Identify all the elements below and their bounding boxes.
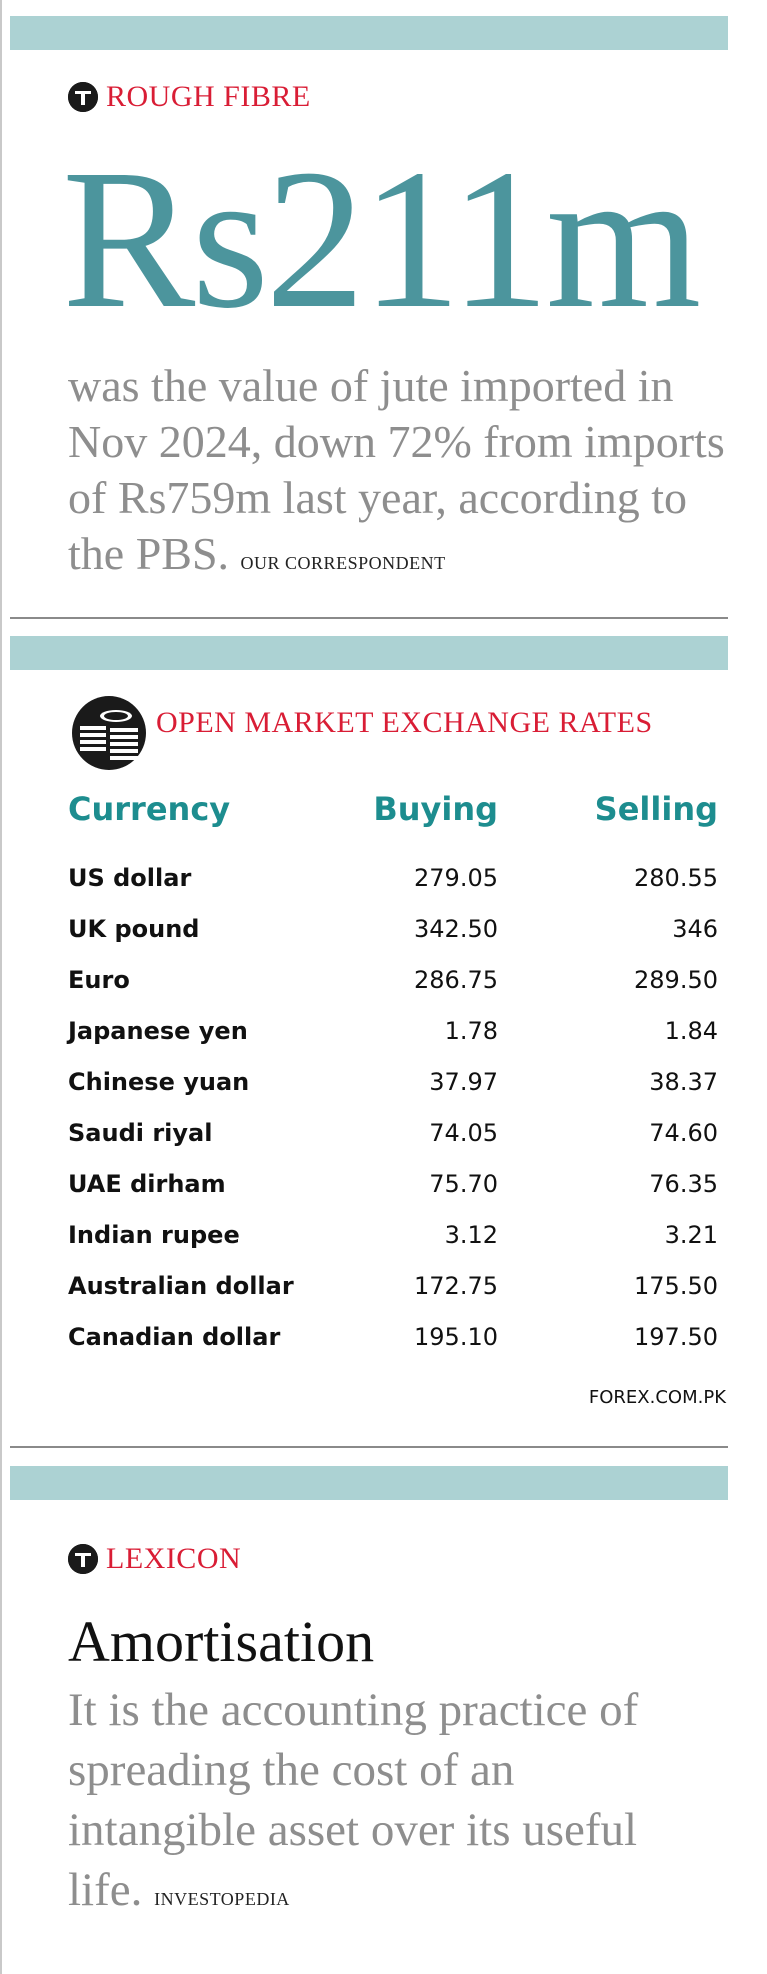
table-row: Chinese yuan 37.97 38.37 (68, 1056, 718, 1107)
section-divider-2 (10, 1446, 728, 1448)
buying-cell: 172.75 (414, 1271, 498, 1300)
selling-cell: 74.60 (649, 1118, 718, 1147)
selling-column-header: Selling (594, 790, 718, 828)
selling-cell: 175.50 (634, 1271, 718, 1300)
exchange-source: FOREX.COM.PK (588, 1387, 726, 1408)
lexicon-term: Amortisation (68, 1609, 375, 1674)
table-row: US dollar 279.05 280.55 (68, 852, 718, 903)
buying-cell: 1.78 (444, 1016, 498, 1045)
currency-cell: UAE dirham (68, 1169, 226, 1198)
table-row: Saudi riyal 74.05 74.60 (68, 1107, 718, 1158)
section-band-bottom (10, 1466, 728, 1500)
rough-fibre-kicker: ROUGH FIBRE (68, 80, 311, 114)
currency-cell: Saudi riyal (68, 1118, 213, 1147)
section-band-top (10, 16, 728, 50)
currency-cell: Euro (68, 965, 130, 994)
selling-cell: 197.50 (634, 1322, 718, 1351)
rough-fibre-body-text: was the value of jute imported in Nov 20… (68, 360, 725, 579)
selling-cell: 280.55 (634, 863, 718, 892)
rough-fibre-headline: Rs211m (62, 129, 701, 350)
buying-cell: 342.50 (414, 914, 498, 943)
table-row: UK pound 342.50 346 (68, 903, 718, 954)
rough-fibre-credit: OUR CORRESPONDENT (240, 553, 446, 573)
table-row: Canadian dollar 195.10 197.50 (68, 1311, 718, 1362)
lexicon-credit: INVESTOPEDIA (154, 1889, 290, 1909)
selling-cell: 1.84 (664, 1016, 718, 1045)
buying-cell: 37.97 (429, 1067, 498, 1096)
buying-column-header: Buying (373, 790, 498, 828)
buying-cell: 279.05 (414, 863, 498, 892)
rough-fibre-kicker-label: ROUGH FIBRE (106, 80, 311, 113)
currency-cell: US dollar (68, 863, 192, 892)
exchange-kicker-label: OPEN MARKET EXCHANGE RATES (156, 706, 653, 739)
currency-column-header: Currency (68, 790, 231, 828)
lexicon-kicker-label: LEXICON (106, 1542, 242, 1575)
selling-cell: 76.35 (649, 1169, 718, 1198)
buying-cell: 3.12 (444, 1220, 498, 1249)
table-header-row: Currency Buying Selling (68, 790, 718, 852)
exchange-kicker: OPEN MARKET EXCHANGE RATES (156, 706, 653, 740)
table-row: Euro 286.75 289.50 (68, 954, 718, 1005)
currency-cell: Indian rupee (68, 1220, 240, 1249)
rough-fibre-body: was the value of jute imported in Nov 20… (68, 358, 748, 591)
selling-cell: 3.21 (664, 1220, 718, 1249)
lexicon-kicker: LEXICON (68, 1542, 241, 1576)
lexicon-definition-text: It is the accounting practice of spreadi… (68, 1684, 639, 1916)
section-band-middle (10, 636, 728, 670)
brand-t-icon (68, 1544, 98, 1574)
buying-cell: 74.05 (429, 1118, 498, 1147)
buying-cell: 75.70 (429, 1169, 498, 1198)
buying-cell: 195.10 (414, 1322, 498, 1351)
left-column-rule (0, 0, 2, 1974)
table-row: Indian rupee 3.12 3.21 (68, 1209, 718, 1260)
lexicon-definition: It is the accounting practice of spreadi… (68, 1680, 708, 1929)
selling-cell: 38.37 (649, 1067, 718, 1096)
table-row: Japanese yen 1.78 1.84 (68, 1005, 718, 1056)
currency-cell: Canadian dollar (68, 1322, 281, 1351)
table-row: Australian dollar 172.75 175.50 (68, 1260, 718, 1311)
coins-icon (72, 696, 146, 770)
brand-t-icon (68, 82, 98, 112)
currency-cell: Australian dollar (68, 1271, 294, 1300)
currency-cell: Japanese yen (68, 1016, 248, 1045)
currency-cell: UK pound (68, 914, 200, 943)
table-row: UAE dirham 75.70 76.35 (68, 1158, 718, 1209)
selling-cell: 289.50 (634, 965, 718, 994)
selling-cell: 346 (672, 914, 718, 943)
buying-cell: 286.75 (414, 965, 498, 994)
section-divider-1 (10, 617, 728, 619)
currency-cell: Chinese yuan (68, 1067, 250, 1096)
exchange-rates-table: Currency Buying Selling US dollar 279.05… (68, 790, 718, 1362)
